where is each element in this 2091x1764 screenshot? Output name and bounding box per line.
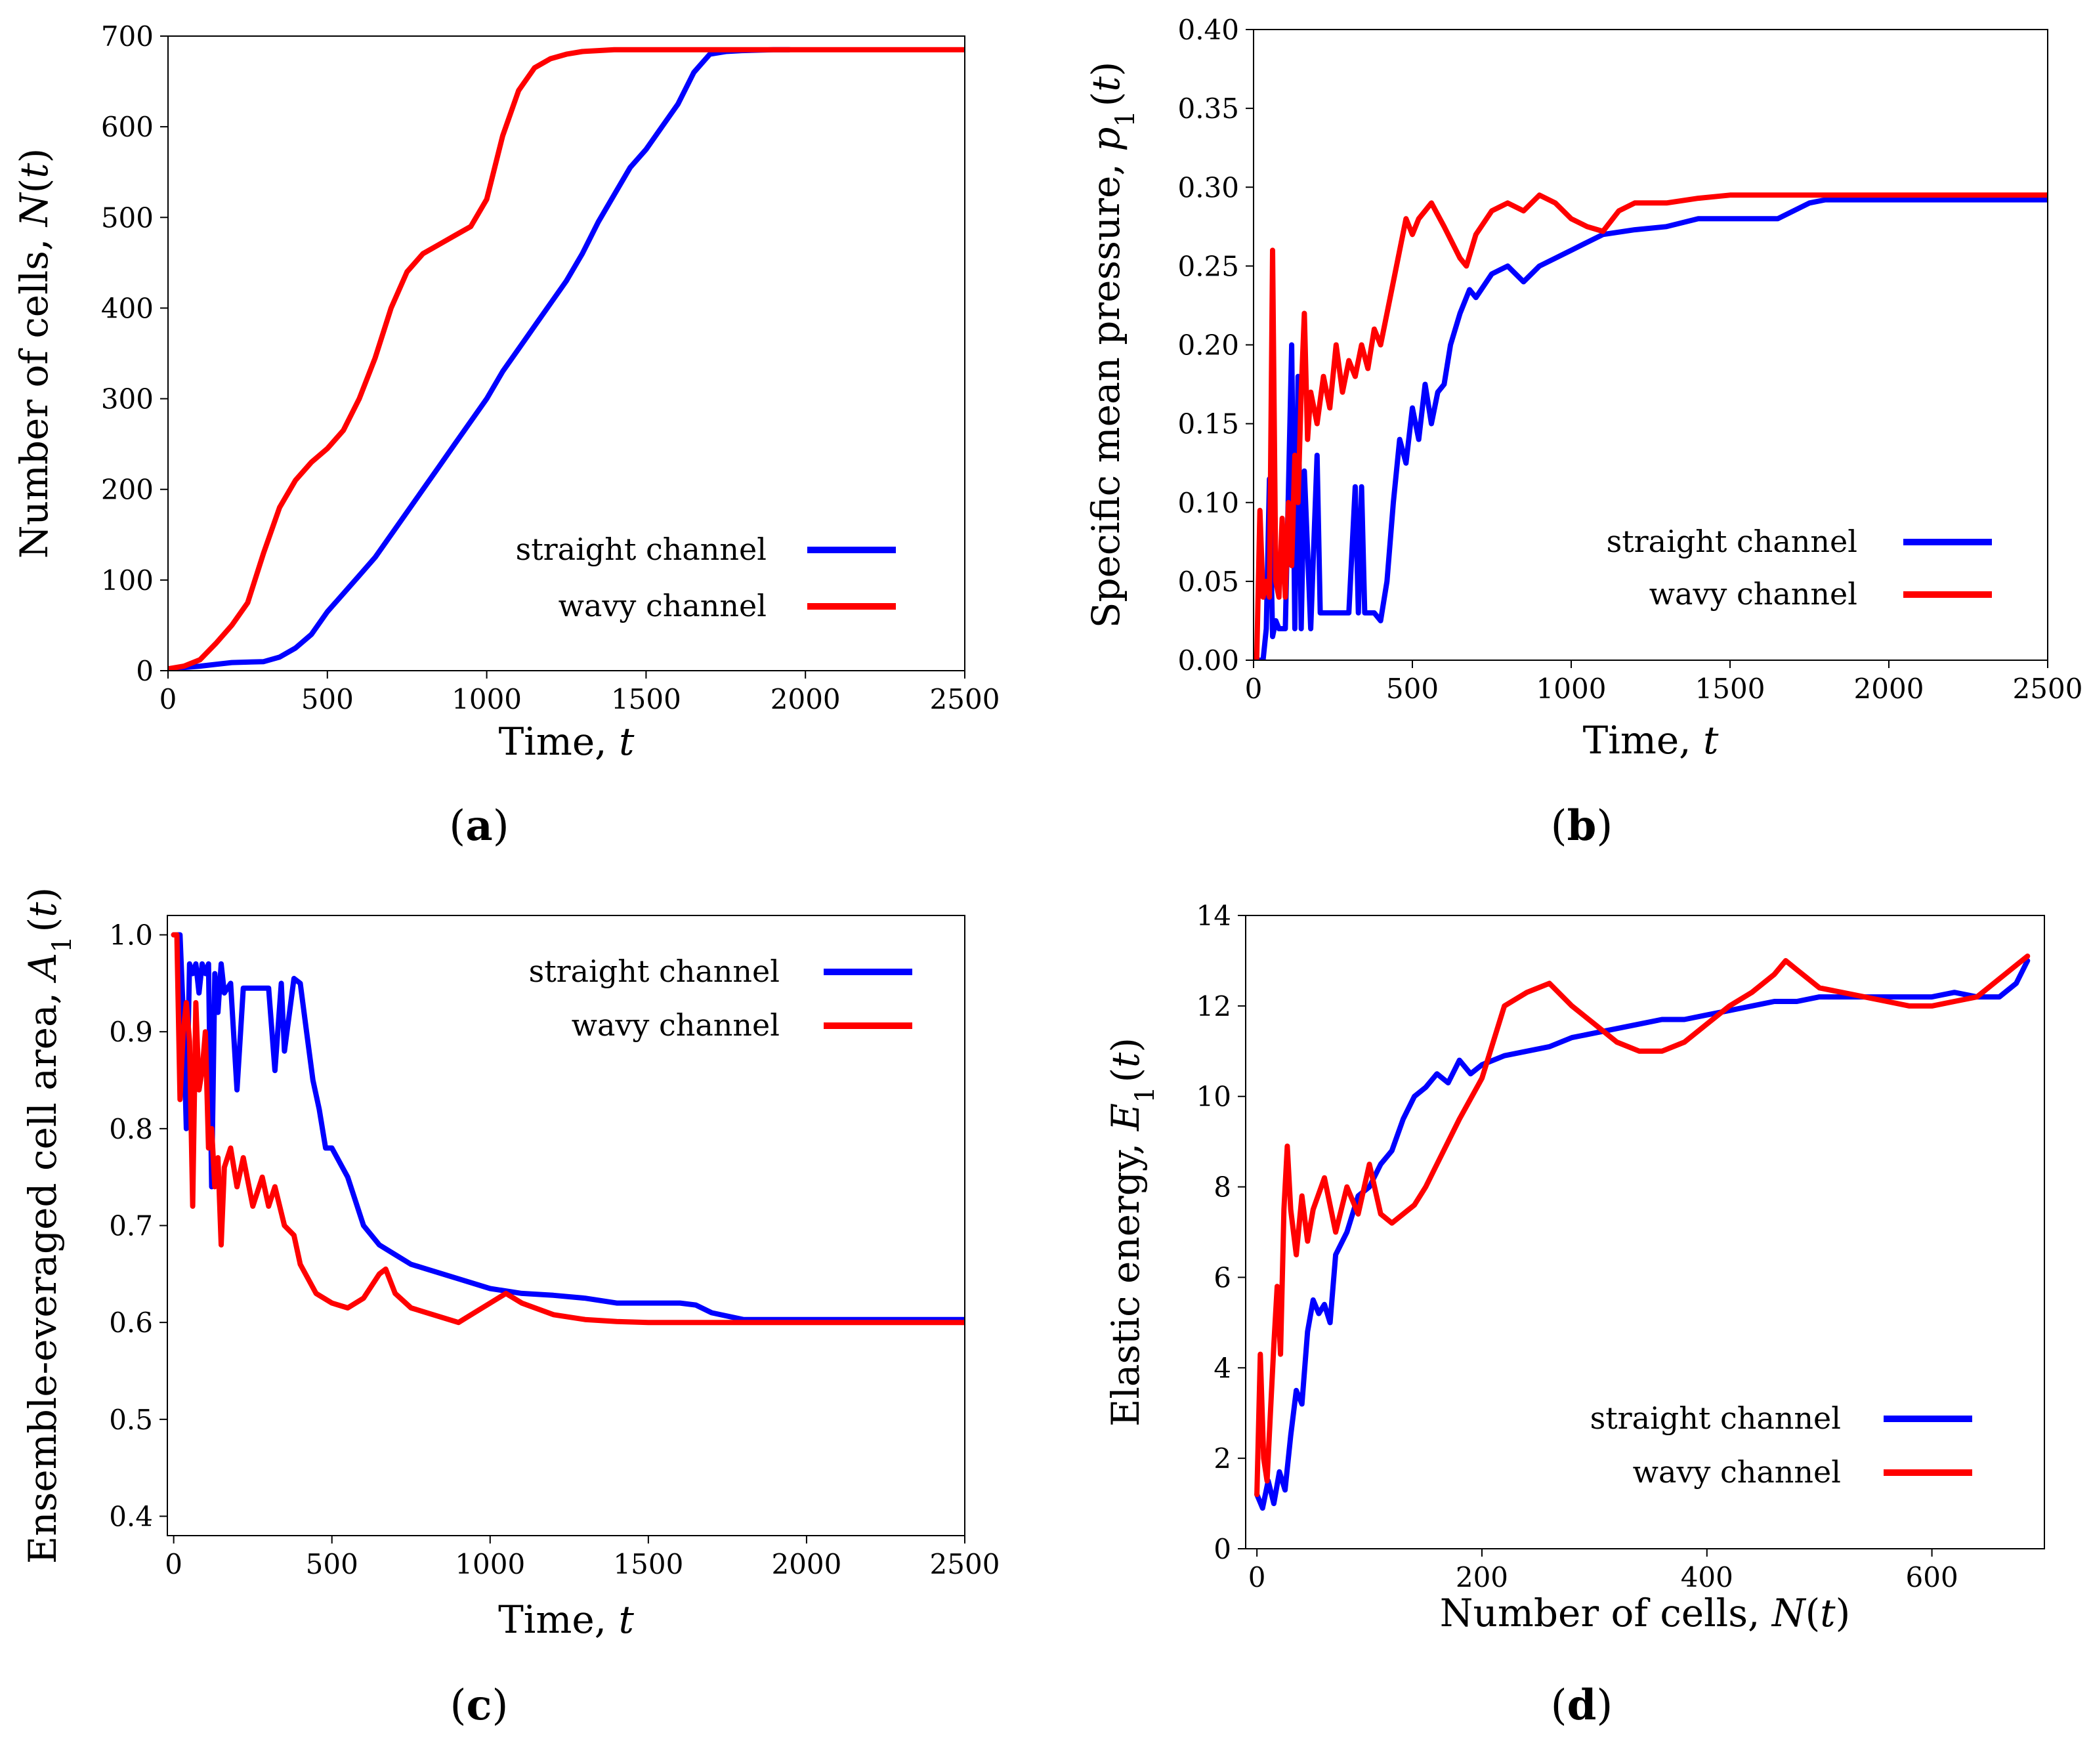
y-tick-label: 10 — [1196, 1081, 1231, 1113]
series-line-wavy — [1254, 954, 2031, 1498]
y-tick-label: 0.5 — [109, 1404, 153, 1436]
y-tick-label: 300 — [101, 383, 154, 415]
legend-label-straight: straight channel — [1607, 524, 1857, 559]
y-tick-label: 0.8 — [109, 1113, 153, 1145]
y-tick-label: 12 — [1196, 990, 1231, 1022]
panel-b: 0 500 1000 1500 2000 2500 0.00 0.05 0.10 0.15 0.20… — [1084, 14, 2082, 850]
y-tick-label: 0.35 — [1177, 93, 1239, 125]
x-tick-label: 1500 — [1695, 673, 1765, 705]
y-axis-label: Number of cells, N(t) — [12, 148, 56, 558]
y-tick-label: 700 — [101, 20, 154, 52]
x-tick-label: 0 — [1245, 673, 1263, 705]
legend-label-straight: straight channel — [516, 532, 767, 567]
x-axis-label: Number of cells, N(t) — [1440, 1591, 1850, 1635]
x-tick-label: 1000 — [455, 1548, 525, 1580]
axes-frame — [167, 35, 965, 671]
y-tick-label: 0.4 — [109, 1500, 153, 1532]
y-tick-label: 1.0 — [109, 919, 153, 952]
y-tick-label: 0.40 — [1177, 14, 1239, 46]
panel-label: (a) — [449, 801, 509, 850]
panel-d: 0 200 400 600 0 2 4 6 8 10 12 14 Number of cells, N(… — [1103, 900, 2045, 1730]
x-tick-label: 1500 — [613, 1548, 683, 1580]
y-tick-label: 2 — [1214, 1442, 1231, 1475]
x-tick-label: 600 — [1906, 1561, 1958, 1593]
x-axis-label: Time, t — [498, 1597, 634, 1642]
x-tick-label: 1000 — [1536, 673, 1607, 705]
y-tick-label: 600 — [101, 111, 154, 143]
x-tick-label: 2500 — [2013, 673, 2083, 705]
axes-frame — [1245, 915, 2045, 1549]
series-line-straight — [1254, 197, 2048, 660]
y-tick-label: 6 — [1214, 1261, 1231, 1293]
y-tick-label: 14 — [1196, 900, 1231, 932]
y-axis-label: Ensemble-everaged cell area, A1 (t) — [20, 887, 77, 1564]
series-line-straight — [171, 932, 965, 1322]
x-tick-label: 2000 — [1854, 673, 1924, 705]
y-tick-label: 0.6 — [109, 1307, 153, 1339]
y-tick-label: 0 — [1214, 1533, 1231, 1565]
x-tick-label: 2000 — [771, 1548, 841, 1580]
legend-label-straight: straight channel — [1590, 1400, 1841, 1436]
series-line-straight — [1254, 957, 2031, 1511]
series-line-wavy — [1254, 192, 2048, 660]
y-tick-label: 0.10 — [1177, 487, 1239, 519]
legend-label-straight: straight channel — [529, 954, 780, 989]
y-tick-label: 0.20 — [1177, 329, 1239, 362]
legend-label-wavy: wavy channel — [559, 588, 767, 623]
y-tick-label: 0.25 — [1177, 250, 1239, 282]
x-axis-label: Time, t — [1583, 718, 1719, 763]
y-tick-label: 0.9 — [109, 1016, 153, 1048]
x-tick-label: 500 — [1386, 673, 1439, 705]
y-tick-label: 0.7 — [109, 1210, 153, 1242]
y-tick-label: 0.00 — [1177, 644, 1239, 677]
legend-label-wavy: wavy channel — [1633, 1454, 1841, 1490]
x-tick-label: 2000 — [771, 683, 841, 715]
y-tick-label: 0.15 — [1177, 408, 1239, 440]
x-tick-label: 500 — [301, 683, 354, 715]
legend-label-wavy: wavy channel — [572, 1007, 780, 1043]
legend-label-wavy: wavy channel — [1649, 576, 1857, 612]
series-line-wavy — [171, 932, 965, 1326]
x-tick-label: 2500 — [930, 1548, 1000, 1580]
y-tick-label: 8 — [1214, 1171, 1231, 1204]
x-tick-label: 400 — [1681, 1561, 1733, 1593]
y-tick-label: 0 — [136, 655, 154, 687]
panel-label: (b) — [1551, 801, 1613, 850]
y-tick-label: 100 — [101, 564, 154, 597]
y-axis-label: Specific mean pressure, p1 (t) — [1084, 62, 1141, 628]
x-tick-label: 0 — [1248, 1561, 1266, 1593]
y-tick-label: 0.30 — [1177, 171, 1239, 203]
x-tick-label: 2500 — [930, 683, 1000, 715]
y-tick-label: 500 — [101, 201, 154, 234]
x-tick-label: 1000 — [452, 683, 522, 715]
series-line-straight — [168, 47, 792, 671]
panel-a: 0 500 1000 1500 2000 2500 0 100 200 300 400 500 600 7… — [12, 20, 1000, 850]
x-tick-label: 200 — [1456, 1561, 1508, 1593]
x-tick-label: 0 — [159, 683, 177, 715]
x-tick-label: 500 — [306, 1548, 358, 1580]
panel-label: (c) — [450, 1681, 509, 1730]
y-tick-label: 4 — [1214, 1352, 1231, 1384]
x-tick-label: 1500 — [611, 683, 681, 715]
y-tick-label: 400 — [101, 292, 154, 324]
panel-c: 0 500 1000 1500 2000 2500 0.4 0.5 0.6 0.7 0.8 0.9 1.… — [20, 887, 1000, 1730]
y-tick-label: 200 — [101, 474, 154, 506]
series-line-wavy — [168, 47, 965, 671]
panel-label: (d) — [1551, 1681, 1613, 1730]
y-axis-label: Elastic energy, E1 (t) — [1103, 1038, 1160, 1427]
x-tick-label: 0 — [165, 1548, 182, 1580]
y-tick-label: 0.05 — [1177, 566, 1239, 598]
x-axis-label: Time, t — [499, 719, 635, 764]
